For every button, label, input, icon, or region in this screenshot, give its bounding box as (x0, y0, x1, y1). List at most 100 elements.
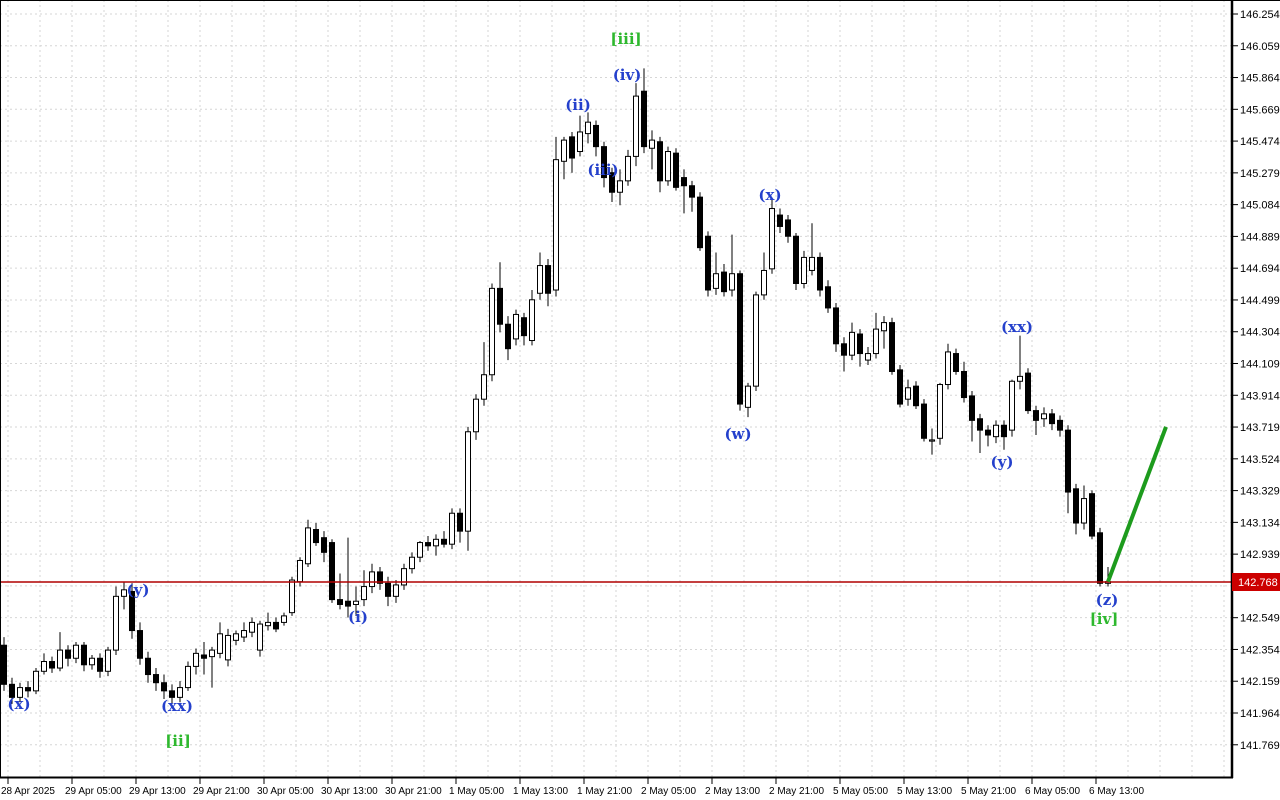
candle (137, 622, 143, 665)
candle (1065, 425, 1071, 514)
price-tick-label: 145.474 (1240, 136, 1280, 148)
wave-label-x[interactable]: (x) (758, 186, 781, 204)
candle (601, 141, 607, 188)
wave-label-y[interactable]: (y) (127, 581, 150, 599)
candle-body-bear (49, 661, 55, 669)
candle-body-bull (105, 649, 111, 672)
candle (145, 651, 151, 683)
candle (961, 361, 967, 403)
candle (529, 290, 535, 346)
candle-body-bear (329, 542, 335, 601)
wave-label-iv[interactable]: [iv] (1090, 610, 1119, 628)
wave-label-x[interactable]: (x) (7, 695, 30, 713)
candle (25, 681, 31, 698)
candle-body-bull (553, 159, 559, 291)
candle-body-bull (993, 424, 999, 438)
time-tick-label: 30 Apr 21:00 (385, 786, 442, 797)
candle-body-bull (121, 589, 127, 597)
candle (33, 668, 39, 695)
candle-body-bull (393, 584, 399, 597)
wave-label-z[interactable]: (z) (1096, 591, 1119, 609)
candle (705, 231, 711, 297)
wave-label-y[interactable]: (y) (991, 453, 1014, 471)
candle-body-bull (369, 571, 375, 588)
candle (561, 136, 567, 180)
candle-body-bull (801, 256, 807, 284)
candle (1041, 407, 1047, 427)
candle (857, 329, 863, 367)
current-price-badge-bg (1232, 573, 1280, 591)
candle-body-bear (1097, 532, 1103, 584)
candle (913, 381, 919, 409)
price-tick-label: 143.914 (1240, 390, 1280, 402)
wave-label-ii[interactable]: (ii) (565, 96, 591, 114)
wave-label-i[interactable]: (i) (348, 608, 368, 626)
candle-body-bull (1041, 413, 1047, 420)
candle-body-bull (513, 313, 519, 340)
candle (329, 539, 335, 603)
candle-body-bull (585, 121, 591, 135)
price-tick-label: 144.499 (1240, 295, 1280, 307)
candle (689, 180, 695, 212)
candle (873, 312, 879, 359)
candle-body-bear (953, 353, 959, 372)
candle (769, 198, 775, 274)
candle (945, 343, 951, 390)
candle-body-bear (81, 644, 87, 666)
candle-body-bear (833, 307, 839, 345)
wave-label-iii[interactable]: [iii] (610, 30, 641, 48)
wave-label-ii[interactable]: [ii] (165, 732, 191, 750)
candle (697, 192, 703, 251)
wave-label-xx[interactable]: (xx) (161, 697, 193, 715)
candle-body-bull (433, 538, 439, 547)
wave-label-iii[interactable]: (iii) (587, 161, 618, 179)
wave-label-iv[interactable]: (iv) (613, 66, 642, 84)
candle (425, 536, 431, 551)
candle-body-bear (697, 196, 703, 249)
candle-body-bull (249, 621, 255, 633)
candle (649, 130, 655, 170)
candle (377, 567, 383, 590)
candle (865, 347, 871, 365)
price-tick-label: 143.329 (1240, 486, 1280, 498)
candle-body-bear (689, 185, 695, 198)
candle-body-bull (449, 512, 455, 545)
wave-label-xx[interactable]: (xx) (1001, 318, 1033, 336)
candle-body-bull (305, 527, 311, 565)
candle (265, 612, 271, 631)
price-tick-label: 146.059 (1240, 41, 1280, 53)
candle (1049, 408, 1055, 431)
candle-body-bull (1017, 375, 1023, 382)
candle (985, 425, 991, 447)
candle (217, 622, 223, 659)
candle-body-bear (601, 146, 607, 179)
candle (57, 632, 63, 672)
candle-body-bear (321, 537, 327, 553)
price-tick-label: 143.719 (1240, 422, 1280, 434)
projection-trend-line[interactable] (1106, 426, 1168, 583)
price-tick-label: 143.524 (1240, 454, 1280, 466)
candle-body-bull (257, 623, 263, 651)
candle-body-bull (41, 661, 47, 672)
candle-body-bull (665, 151, 671, 182)
price-axis-panel[interactable] (1233, 0, 1280, 800)
candle (625, 149, 631, 186)
wave-label-w[interactable]: (w) (724, 425, 751, 443)
time-tick-label: 6 May 13:00 (1089, 786, 1144, 797)
candle (969, 391, 975, 442)
candle (841, 337, 847, 372)
candle (665, 146, 671, 186)
time-axis-panel[interactable] (0, 779, 1231, 800)
candle (185, 661, 191, 691)
candle-body-bull (713, 273, 719, 289)
candle (489, 283, 495, 382)
candle-body-bear (137, 630, 143, 659)
candle (409, 552, 415, 574)
candle-body-bear (201, 654, 207, 659)
candle (513, 309, 519, 346)
candle (849, 322, 855, 361)
candle-body-bear (681, 177, 687, 187)
candle-body-bear (1001, 424, 1007, 438)
candle (41, 653, 47, 675)
